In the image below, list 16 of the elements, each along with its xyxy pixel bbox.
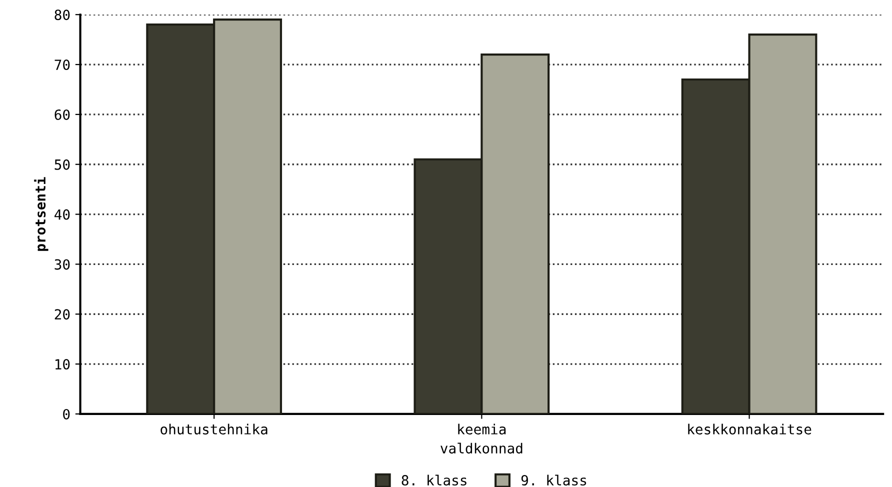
y-axis-title: protsenti — [34, 177, 48, 251]
x-tick-label: keskkonnakaitse — [688, 424, 812, 434]
x-tick-label: ohutustehnika — [160, 424, 268, 434]
y-tick-label: 0 — [63, 408, 70, 420]
y-tick-label: 40 — [54, 209, 70, 220]
y-tick-label: 70 — [54, 60, 70, 70]
y-tick-label: 60 — [54, 109, 70, 120]
legend-label: 8. klass — [402, 474, 466, 486]
legend-label: 9. klass — [521, 474, 586, 486]
y-tick-label: 10 — [56, 359, 70, 370]
y-tick-label: 20 — [54, 309, 70, 320]
y-tick-label: 30 — [54, 259, 70, 270]
y-tick-label: 50 — [54, 159, 70, 170]
y-tick-label: 80 — [54, 10, 70, 20]
x-axis-title: valdkonnad — [440, 442, 522, 454]
x-tick-label: keemia — [458, 424, 506, 434]
